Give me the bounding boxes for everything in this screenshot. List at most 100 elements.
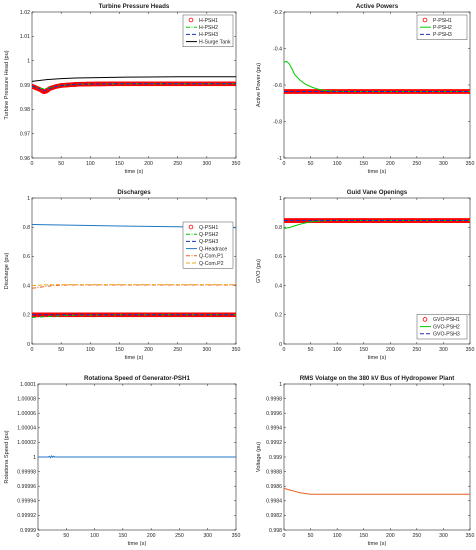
y-tick-label: 1.02 [20, 10, 30, 16]
y-tick-label: 1.0001 [20, 382, 36, 388]
x-tick-label: 50 [308, 533, 314, 539]
x-tick-label: 100 [333, 533, 342, 539]
series-line [32, 83, 236, 92]
legend-label: Q-Com.P2 [199, 261, 224, 267]
series-line [284, 60, 470, 92]
x-tick-label: 200 [144, 347, 153, 353]
x-tick-label: 300 [439, 161, 448, 167]
x-tick-label: 200 [386, 533, 395, 539]
x-tick-label: 200 [144, 161, 153, 167]
series-layer [284, 218, 470, 230]
y-tick-label: 0.8 [275, 225, 282, 231]
y-tick-label: 0.9994 [266, 426, 282, 432]
x-tick-label: 0 [37, 533, 40, 539]
y-axis-label: Discharge (pu) [4, 253, 10, 290]
chart-panel: 0 50 100 150 200 250 300 350 0 0.2 0.4 0.6 0.8 1 Disch… [4, 189, 240, 361]
x-tick-label: 50 [58, 161, 64, 167]
chart-panel: 0 50 100 150 200 250 300 350 0.998 0.9982 0.9984 0.… [256, 375, 474, 547]
legend-label: H-PSH2 [199, 25, 218, 31]
x-tick-label: 350 [466, 161, 475, 167]
series-line [38, 455, 236, 459]
y-tick-label: 0.9998 [266, 396, 282, 402]
y-tick-label: 1.00002 [17, 440, 36, 446]
y-tick-label: 0.2 [275, 313, 282, 319]
x-tick-label: 250 [173, 161, 182, 167]
x-tick-label: 100 [86, 347, 95, 353]
y-tick-label: 0.2 [23, 313, 30, 319]
x-tick-label: 150 [359, 533, 368, 539]
y-tick-label: 1 [279, 196, 282, 202]
legend-label: GVO-PSH2 [433, 324, 460, 330]
x-axis-label: time (s) [368, 541, 387, 547]
chart-panel: 0 50 100 150 200 250 300 350 0 0.2 0.4 0.6 0.8 1 Guid … [256, 189, 474, 361]
y-tick-label: 0.9982 [266, 513, 282, 519]
x-tick-label: 100 [90, 533, 99, 539]
y-tick-label: 0.8 [23, 225, 30, 231]
x-tick-label: 250 [175, 533, 184, 539]
legend-label: Q-PSH3 [199, 239, 218, 245]
x-tick-label: 250 [413, 533, 422, 539]
y-tick-label: 1.00004 [17, 426, 36, 432]
legend-label: GVO-PSH3 [433, 332, 460, 338]
y-tick-label: -0.6 [273, 83, 282, 89]
legend-label: P-PSH3 [433, 32, 452, 38]
series-line [32, 284, 236, 287]
series-line [32, 76, 236, 82]
y-tick-label: 1 [27, 196, 30, 202]
y-tick-label: 0.999 [269, 455, 282, 461]
chart-title: Rotationa Speed of Generator-PSH1 [84, 375, 190, 382]
x-tick-label: 350 [232, 533, 241, 539]
x-tick-label: 50 [308, 161, 314, 167]
legend-label: GVO-PSH1 [433, 317, 460, 323]
legend-label: Q-PSH1 [199, 225, 218, 231]
y-axis-label: Turbine Pressure Head (pu) [4, 50, 10, 119]
y-tick-label: 0.99992 [17, 513, 36, 519]
y-axis-label: Rotationa Speed (pu) [4, 430, 10, 483]
series-layer [284, 487, 470, 495]
legend-marker [422, 317, 428, 322]
x-tick-label: 250 [413, 161, 422, 167]
x-tick-label: 150 [359, 161, 368, 167]
y-tick-label: 1.00006 [17, 411, 36, 417]
y-tick-label: 0.4 [275, 283, 282, 289]
y-tick-label: 0.9984 [266, 499, 282, 505]
y-tick-label: 1 [33, 455, 36, 461]
legend-label: P-PSH1 [433, 18, 452, 24]
y-axis-label: Active Power (pu) [256, 63, 262, 107]
y-tick-label: 0.99 [20, 83, 30, 89]
series-layer [284, 60, 470, 94]
y-tick-label: 0.9992 [266, 440, 282, 446]
x-tick-label: 100 [86, 161, 95, 167]
y-tick-label: 0.96 [20, 156, 30, 162]
x-tick-label: 150 [115, 347, 124, 353]
y-tick-label: 0 [27, 342, 30, 348]
chart-panel: 0 50 100 150 200 250 300 350 0.9999 0.99992 0.9999… [4, 375, 240, 547]
chart-title: Active Powers [356, 3, 399, 10]
x-tick-label: 0 [283, 347, 286, 353]
y-tick-label: 0.998 [269, 528, 282, 534]
x-tick-label: 0 [31, 161, 34, 167]
y-tick-label: -1 [277, 156, 282, 162]
chart-panel: 0 50 100 150 200 250 300 350 0.96 0.97 0.98 0.99 1 1.… [4, 3, 240, 175]
x-tick-label: 350 [466, 347, 475, 353]
chart-title: Discharges [117, 189, 151, 196]
chart-panel: 0 50 100 150 200 250 300 350 -1 -0.8 -0.6 -0.4 -0.2 A… [256, 3, 474, 175]
x-tick-label: 50 [58, 347, 64, 353]
y-tick-label: 0.99994 [17, 499, 36, 505]
x-tick-label: 250 [173, 347, 182, 353]
chart-title: Guid Vane Openings [347, 189, 408, 196]
y-tick-label: 0 [279, 342, 282, 348]
x-tick-label: 300 [439, 347, 448, 353]
x-axis-label: time (s) [125, 169, 144, 175]
series-line [32, 284, 236, 289]
x-tick-label: 300 [203, 161, 212, 167]
legend-marker [188, 17, 194, 23]
y-axis-label: Voltage (pu) [256, 442, 262, 472]
series-layer [38, 455, 236, 459]
y-tick-label: 0.4 [23, 283, 30, 289]
